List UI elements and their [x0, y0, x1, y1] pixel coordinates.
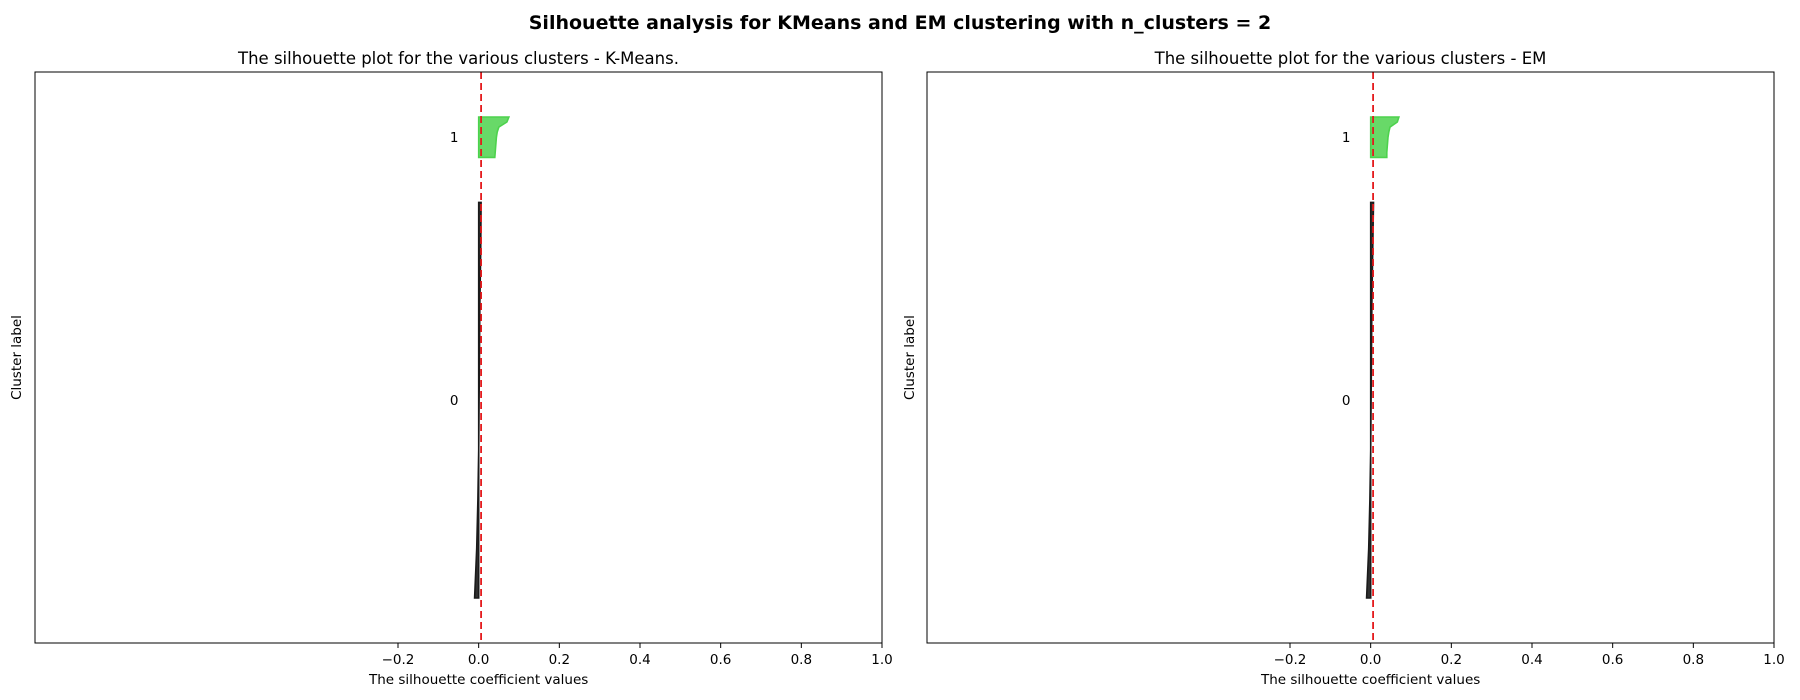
kmeans-cluster-1-silhouette [477, 116, 511, 159]
em-cluster-label-1: 1 [1342, 130, 1351, 146]
em-axes-frame [926, 71, 1775, 644]
em-yaxis-label: Cluster label [902, 315, 918, 400]
kmeans-xtick-label: 0.2 [549, 652, 570, 668]
kmeans-xtick-label: −0.2 [382, 652, 415, 668]
kmeans-cluster-0-silhouette [473, 201, 482, 599]
kmeans-axes-frame [34, 71, 883, 644]
em-xtick-label: 0.4 [1521, 652, 1542, 668]
kmeans-xtick-label: 1.0 [871, 652, 892, 668]
em-silhouette-panel: The silhouette plot for the various clus… [902, 49, 1785, 688]
kmeans-yaxis-label: Cluster label [9, 315, 25, 400]
kmeans-xtick-label: 0.4 [629, 652, 650, 668]
em-xtick-label: −0.2 [1274, 652, 1307, 668]
kmeans-xtick-label: 0.0 [468, 652, 489, 668]
em-xtick-label: 0.8 [1683, 652, 1704, 668]
kmeans-cluster-label-0: 0 [450, 393, 459, 409]
em-xaxis-label: The silhouette coefficient values [1260, 672, 1480, 688]
em-xtick-label: 1.0 [1763, 652, 1784, 668]
em-cluster-0-silhouette [1365, 201, 1375, 599]
kmeans-xaxis-label: The silhouette coefficient values [368, 672, 588, 688]
figure-suptitle: Silhouette analysis for KMeans and EM cl… [529, 12, 1271, 34]
em-cluster-label-0: 0 [1342, 393, 1351, 409]
em-xtick-label: 0.6 [1602, 652, 1623, 668]
em-xtick-label: 0.2 [1441, 652, 1462, 668]
kmeans-cluster-label-1: 1 [450, 130, 459, 146]
em-xtick-label: 0.0 [1360, 652, 1381, 668]
kmeans-panel-title: The silhouette plot for the various clus… [237, 49, 679, 68]
kmeans-xtick-label: 0.8 [791, 652, 812, 668]
em-cluster-1-silhouette [1369, 116, 1400, 159]
kmeans-xtick-label: 0.6 [710, 652, 731, 668]
kmeans-silhouette-panel: The silhouette plot for the various clus… [9, 49, 893, 688]
em-panel-title: The silhouette plot for the various clus… [1154, 49, 1547, 68]
